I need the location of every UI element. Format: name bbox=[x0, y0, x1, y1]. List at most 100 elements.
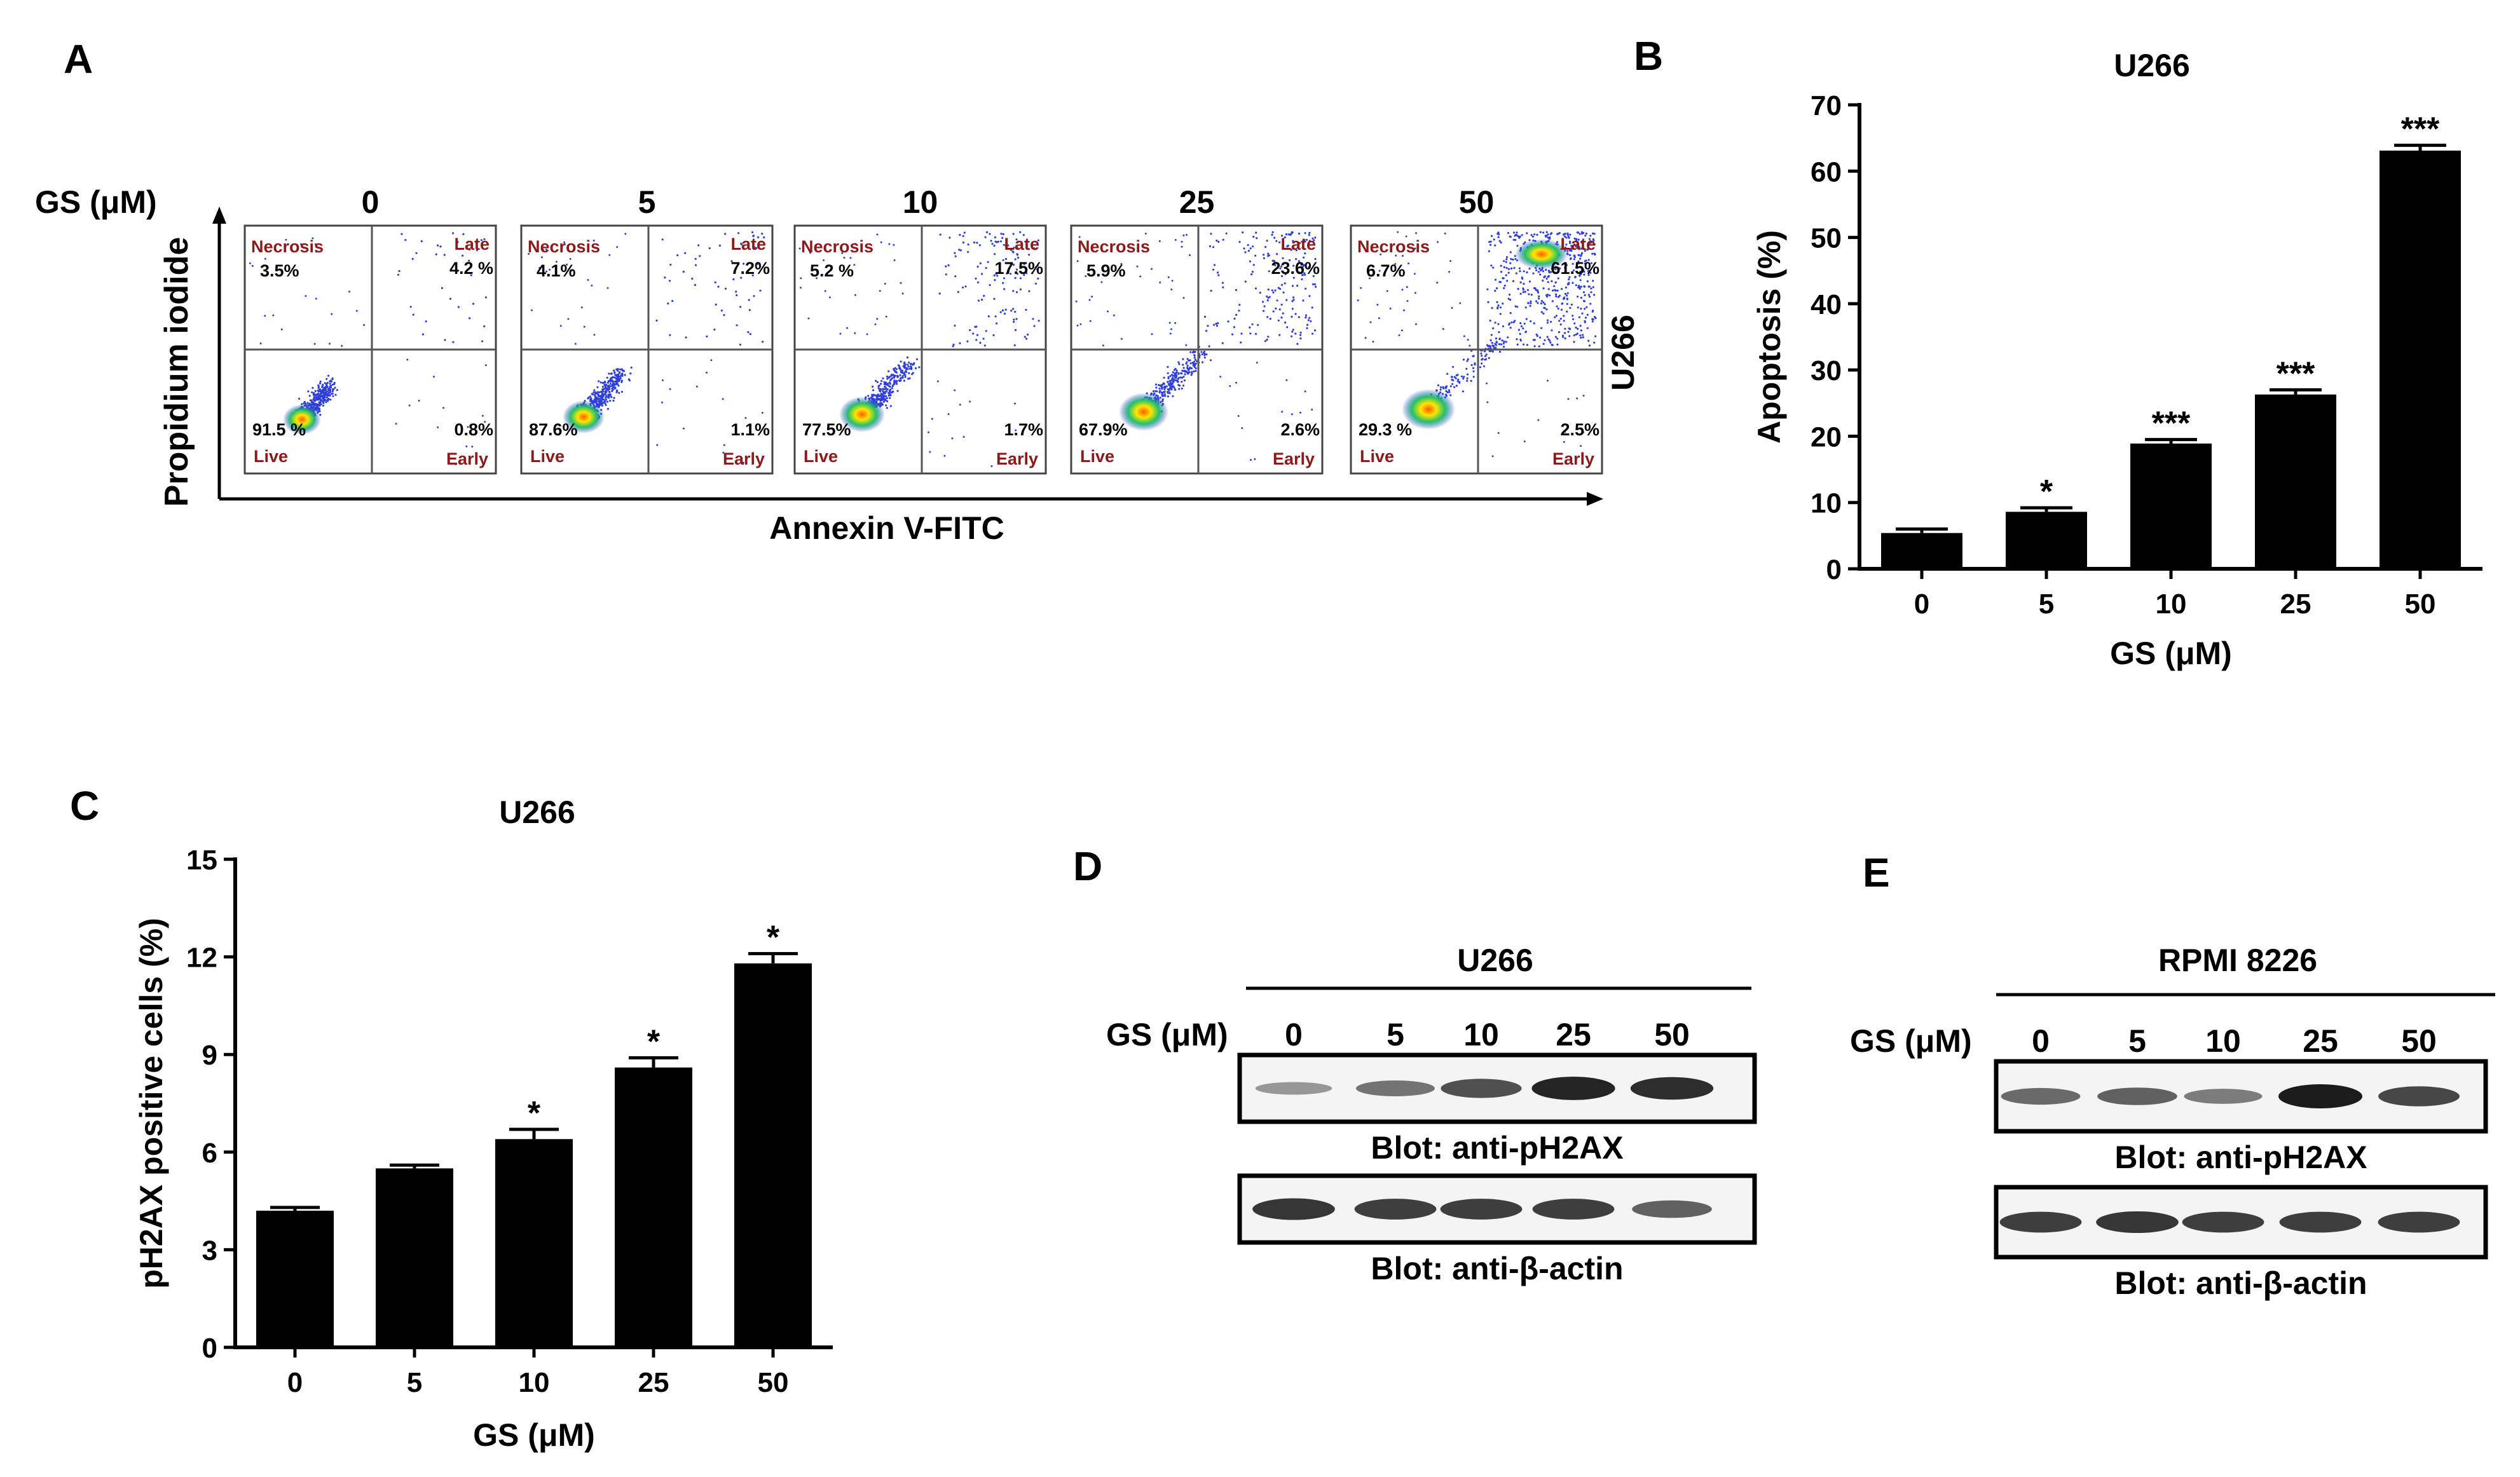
flow-dot bbox=[1573, 341, 1575, 343]
flow-dot bbox=[1360, 287, 1362, 289]
flow-dot bbox=[1184, 371, 1187, 373]
flow-dot bbox=[621, 374, 624, 378]
flow-dot bbox=[1182, 364, 1184, 366]
flow-dot bbox=[612, 386, 615, 389]
blot-beta-actin: Blot: anti-β-actin bbox=[1237, 1173, 1757, 1286]
flow-dot bbox=[1545, 269, 1547, 271]
flow-dot bbox=[1554, 271, 1557, 274]
chart-y-tick-label: 9 bbox=[202, 1040, 217, 1071]
flow-dot bbox=[1548, 339, 1551, 342]
flow-dot bbox=[1527, 302, 1530, 304]
flow-dot bbox=[1263, 305, 1266, 308]
flow-dot bbox=[1188, 367, 1191, 370]
flow-dot bbox=[1376, 304, 1379, 306]
flow-dot bbox=[1592, 286, 1594, 289]
flow-dot bbox=[978, 244, 981, 247]
panel-d-row-label: GS (μM) bbox=[1106, 1017, 1228, 1052]
flow-dot bbox=[1263, 254, 1265, 256]
flow-dot bbox=[1530, 294, 1533, 296]
flow-dot bbox=[1163, 385, 1166, 388]
flow-dot bbox=[1540, 300, 1543, 303]
flow-dot bbox=[1442, 387, 1445, 390]
flow-dot bbox=[1014, 329, 1017, 332]
panel-e-lane-labels: 0 5 10 25 50 bbox=[2032, 1023, 2437, 1059]
flow-dot bbox=[1301, 274, 1304, 276]
flow-dot bbox=[613, 380, 616, 383]
flow-dot bbox=[854, 294, 856, 296]
flow-dot bbox=[1584, 235, 1587, 237]
panel-e-cell-line: RPMI 8226 bbox=[2158, 943, 2317, 978]
flow-dot bbox=[1584, 308, 1586, 310]
flow-dot bbox=[629, 372, 632, 375]
flow-dot bbox=[849, 257, 852, 259]
flow-dot bbox=[280, 328, 283, 330]
flow-dot bbox=[1524, 306, 1527, 309]
flow-dot bbox=[656, 444, 659, 446]
flow-dot bbox=[1587, 339, 1590, 342]
flow-dot bbox=[1497, 304, 1500, 307]
flow-concentration-label: 10 bbox=[903, 184, 938, 220]
flow-dot bbox=[319, 390, 322, 392]
flow-dot bbox=[1540, 311, 1543, 313]
quadrant-name-necrosis: Necrosis bbox=[801, 237, 873, 256]
flow-dot bbox=[1267, 252, 1270, 255]
flow-concentration-label: 50 bbox=[1459, 184, 1495, 220]
flow-dot bbox=[1470, 364, 1473, 367]
flow-dot bbox=[1085, 275, 1087, 278]
flow-dot bbox=[744, 417, 747, 419]
flow-dot bbox=[444, 339, 446, 341]
flow-dot bbox=[958, 248, 961, 251]
significance-marker: * bbox=[647, 1023, 661, 1060]
flow-dot bbox=[749, 333, 751, 336]
flow-dot bbox=[334, 386, 336, 389]
flow-dot bbox=[1510, 267, 1513, 270]
flow-dot bbox=[1280, 316, 1283, 319]
flow-dot bbox=[264, 315, 266, 317]
flow-dot bbox=[975, 325, 978, 328]
flow-dot bbox=[876, 318, 879, 320]
flow-dot bbox=[1181, 381, 1183, 383]
flow-dot bbox=[954, 324, 956, 327]
flow-dot bbox=[1578, 287, 1581, 290]
flow-dot bbox=[616, 246, 619, 248]
flow-dot bbox=[908, 367, 911, 370]
flow-dot bbox=[331, 313, 333, 315]
flow-dot bbox=[1533, 233, 1536, 236]
flow-dot bbox=[1187, 367, 1189, 370]
flow-dot bbox=[322, 398, 325, 401]
panel-a-cell-line: U266 bbox=[1605, 315, 1641, 391]
flow-dot bbox=[595, 400, 598, 403]
flow-dot bbox=[975, 277, 977, 280]
flow-dot bbox=[348, 290, 350, 293]
flow-dot bbox=[1287, 244, 1289, 247]
flow-dot bbox=[884, 381, 887, 385]
flow-dot bbox=[1179, 376, 1182, 379]
flow-dot bbox=[1295, 258, 1298, 261]
bar-25 bbox=[2255, 394, 2336, 569]
flow-dot bbox=[881, 393, 884, 396]
flow-dot bbox=[994, 279, 996, 282]
flow-dot bbox=[1249, 332, 1252, 335]
flow-dot bbox=[1159, 282, 1161, 283]
panel-a-x-axis-label: Annexin V-FITC bbox=[769, 510, 1004, 546]
flow-dot bbox=[1554, 336, 1557, 338]
flow-dot bbox=[981, 299, 983, 301]
flow-dot bbox=[1499, 313, 1502, 315]
flow-dot bbox=[896, 390, 899, 392]
flow-dot bbox=[691, 277, 694, 280]
flow-dot bbox=[1589, 296, 1591, 298]
flow-dot bbox=[1566, 310, 1568, 313]
flow-dot bbox=[1193, 363, 1196, 365]
blot-beta-actin: Blot: anti-β-actin bbox=[1994, 1185, 2488, 1301]
flow-dot bbox=[1275, 307, 1277, 310]
flow-dot bbox=[1470, 379, 1472, 383]
flow-dot bbox=[1120, 262, 1123, 265]
chart-x-tick-label: 5 bbox=[407, 1367, 422, 1398]
flow-dot bbox=[480, 239, 483, 242]
flow-dot bbox=[1113, 314, 1115, 316]
flow-dot bbox=[1591, 310, 1594, 313]
flow-dot bbox=[1488, 350, 1491, 353]
flow-dot bbox=[1024, 336, 1026, 338]
flow-dot bbox=[1172, 374, 1174, 377]
flow-dot bbox=[991, 243, 994, 245]
